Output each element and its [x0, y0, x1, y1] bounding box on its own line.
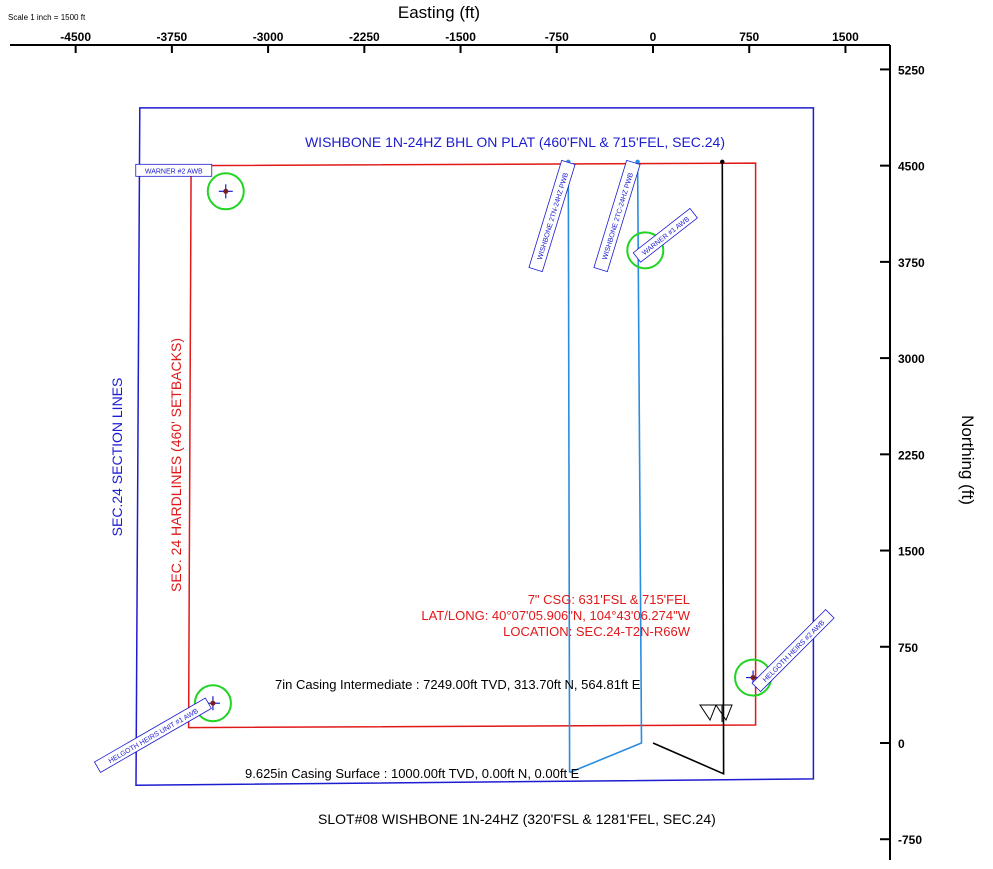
y-tick-label: 1500 — [898, 545, 925, 559]
offset-well-label: WARNER #2 AWB — [145, 168, 203, 175]
offset-well-tag: HELGOTH HEIRS #2 AWB — [751, 608, 835, 693]
x-tick-label: 1500 — [832, 30, 859, 44]
slot-annotation: SLOT#08 WISHBONE 1N-24HZ (320'FSL & 1281… — [318, 811, 716, 827]
x-tick-label: -1500 — [445, 30, 476, 44]
wellpath-line — [569, 161, 643, 774]
hardlines-label: SEC. 24 HARDLINES (460' SETBACKS) — [168, 338, 184, 592]
section-lines-label: SEC.24 SECTION LINES — [109, 378, 125, 537]
wellpath-end-point — [720, 159, 725, 165]
offset-well-circle — [626, 231, 665, 270]
offset-well-point — [210, 700, 216, 706]
y-tick-label: 0 — [898, 737, 905, 751]
x-tick-label: -2250 — [349, 30, 380, 44]
offset-well-tag: WARNER #2 AWB — [135, 163, 213, 177]
x-axis-label: Easting (ft) — [398, 3, 480, 22]
offset-well-label: WARNER #1 AWB — [641, 216, 691, 257]
wellpath-line — [652, 161, 725, 776]
y-tick-label: 4500 — [898, 160, 925, 174]
y-tick-label: 3750 — [898, 256, 925, 270]
offset-well-label: HELGOTH HEIRS UNIT #1 AWB — [108, 708, 200, 765]
offset-well-point — [750, 675, 756, 681]
bhl-annotation: WISHBONE 1N-24HZ BHL ON PLAT (460'FNL & … — [305, 134, 725, 150]
offset-well-tag: WARNER #1 AWB — [632, 207, 698, 263]
x-tick-label: 750 — [739, 30, 759, 44]
wellpath-tag-label: WISHBONE 2TC-24HZ PWB — [602, 172, 635, 261]
y-tick-label: 5250 — [898, 63, 925, 77]
section-lines-polygon — [135, 107, 815, 787]
casing-intermediate-annotation: 7in Casing Intermediate : 7249.00ft TVD,… — [275, 677, 641, 692]
casing-surface-annotation: 9.625in Casing Surface : 1000.00ft TVD, … — [245, 766, 580, 781]
wellpath-end-point — [635, 159, 640, 165]
y-tick-label: 3000 — [898, 352, 925, 366]
y-tick-label: 750 — [898, 641, 918, 655]
wellpath-line — [567, 161, 571, 773]
scale-note: Scale 1 inch = 1500 ft — [8, 13, 86, 22]
offset-well-point — [223, 188, 229, 194]
offset-well-tag: HELGOTH HEIRS UNIT #1 AWB — [93, 697, 212, 773]
x-axis-ticks: -4500 -3750 -3000 -2250 -1500 -750 0 750 1500 — [60, 30, 859, 53]
csg-annotation-line3: LOCATION: SEC.24-T2N-R66W — [503, 624, 691, 639]
x-tick-label: -4500 — [60, 30, 91, 44]
offset-well-label: HELGOTH HEIRS #2 AWB — [762, 619, 827, 684]
offset-well-circle — [193, 684, 232, 723]
y-axis-label: Northing (ft) — [958, 415, 977, 505]
csg-annotation-line2: LAT/LONG: 40°07'05.906"N, 104°43'06.274"… — [421, 608, 690, 623]
x-tick-label: 0 — [650, 30, 657, 44]
wellpaths: WISHBONE 2TN-24HZ PWB WISHBONE 2TC-24HZ P… — [528, 159, 725, 776]
x-tick-label: -3000 — [253, 30, 284, 44]
hardlines-polygon — [187, 162, 757, 729]
y-tick-label: -750 — [898, 833, 922, 847]
x-tick-label: -750 — [545, 30, 569, 44]
wellhead-marks — [699, 704, 733, 722]
offset-well-circle — [206, 172, 245, 211]
wellpath-tag-label: WISHBONE 2TN-24HZ PWB — [537, 172, 570, 261]
wellpath-tag: WISHBONE 2TC-24HZ PWB — [593, 159, 641, 273]
y-tick-label: 2250 — [898, 448, 925, 462]
csg-annotation-line1: 7" CSG: 631'FSL & 715'FEL — [528, 592, 690, 607]
x-tick-label: -3750 — [157, 30, 188, 44]
y-axis-ticks: 5250 4500 3750 3000 2250 1500 750 0 -750 — [880, 63, 925, 847]
